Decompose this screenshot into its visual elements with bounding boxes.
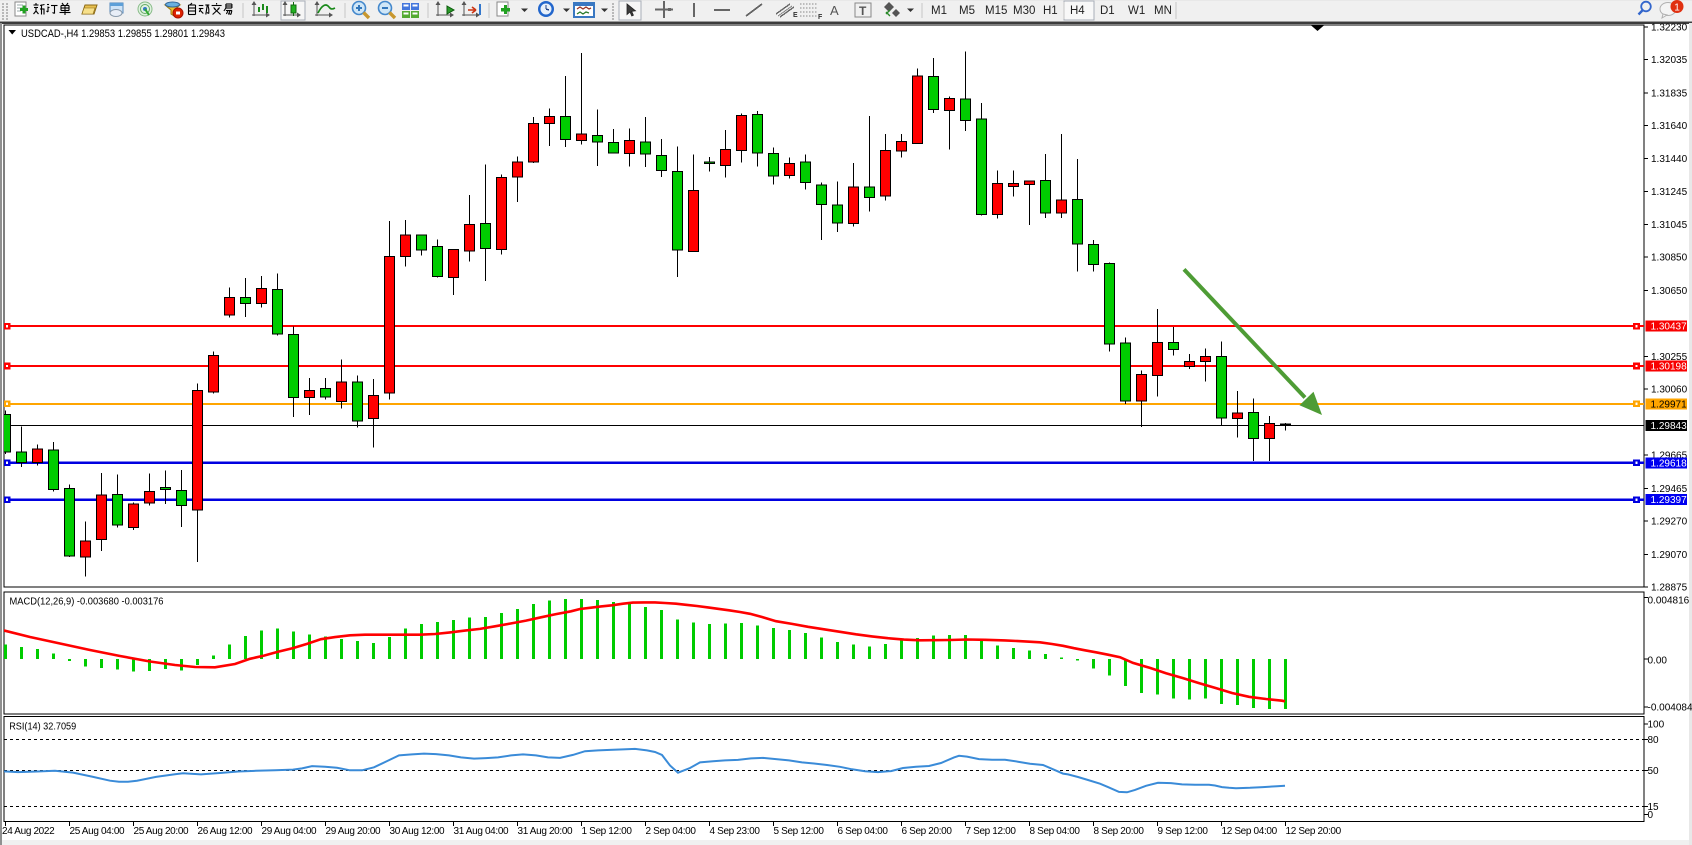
svg-text:1: 1 bbox=[1674, 3, 1680, 14]
svg-text:M1: M1 bbox=[931, 5, 947, 17]
svg-text:MACD(12,26,9) -0.003680 -0.003: MACD(12,26,9) -0.003680 -0.003176 bbox=[10, 597, 164, 608]
svg-text:H1: H1 bbox=[1043, 5, 1058, 17]
svg-text:7 Sep 12:00: 7 Sep 12:00 bbox=[966, 826, 1017, 837]
svg-text:80: 80 bbox=[1648, 735, 1660, 746]
svg-text:1.31045: 1.31045 bbox=[1651, 220, 1688, 231]
svg-text:25 Aug 04:00: 25 Aug 04:00 bbox=[70, 826, 126, 837]
svg-text:RSI(14) 32.7059: RSI(14) 32.7059 bbox=[9, 722, 76, 733]
svg-text:0: 0 bbox=[1648, 810, 1654, 821]
svg-text:1.29971: 1.29971 bbox=[1651, 399, 1688, 410]
svg-text:MN: MN bbox=[1154, 5, 1172, 17]
svg-text:6 Sep 04:00: 6 Sep 04:00 bbox=[838, 826, 889, 837]
svg-text:1.29070: 1.29070 bbox=[1651, 550, 1688, 561]
svg-text:1.30198: 1.30198 bbox=[1651, 362, 1688, 373]
svg-text:31 Aug 20:00: 31 Aug 20:00 bbox=[518, 826, 574, 837]
svg-text:-0.004084: -0.004084 bbox=[1648, 703, 1692, 714]
svg-text:H4: H4 bbox=[1070, 5, 1085, 17]
svg-text:D1: D1 bbox=[1100, 5, 1115, 17]
svg-text:M30: M30 bbox=[1013, 5, 1035, 17]
svg-text:29 Aug 04:00: 29 Aug 04:00 bbox=[262, 826, 318, 837]
svg-text:12 Sep 20:00: 12 Sep 20:00 bbox=[1286, 826, 1342, 837]
svg-text:1.30060: 1.30060 bbox=[1651, 385, 1688, 396]
svg-text:1.29465: 1.29465 bbox=[1651, 484, 1688, 495]
svg-text:8 Sep 20:00: 8 Sep 20:00 bbox=[1094, 826, 1145, 837]
svg-text:1.29270: 1.29270 bbox=[1651, 517, 1688, 528]
svg-text:1.29618: 1.29618 bbox=[1651, 458, 1688, 469]
svg-text:50: 50 bbox=[1648, 766, 1660, 777]
svg-text:W1: W1 bbox=[1128, 5, 1145, 17]
svg-text:1.30255: 1.30255 bbox=[1651, 352, 1688, 363]
svg-text:1.32230: 1.32230 bbox=[1651, 22, 1688, 33]
svg-text:T: T bbox=[859, 4, 867, 18]
svg-text:1.30650: 1.30650 bbox=[1651, 286, 1688, 297]
svg-text:9 Sep 12:00: 9 Sep 12:00 bbox=[1158, 826, 1209, 837]
svg-text:5 Sep 12:00: 5 Sep 12:00 bbox=[774, 826, 825, 837]
svg-text:1.29665: 1.29665 bbox=[1651, 451, 1688, 462]
svg-text:1.32035: 1.32035 bbox=[1651, 55, 1688, 66]
svg-text:F: F bbox=[818, 14, 823, 21]
svg-text:100: 100 bbox=[1648, 720, 1665, 731]
svg-text:12 Sep 04:00: 12 Sep 04:00 bbox=[1222, 826, 1278, 837]
svg-text:1.31640: 1.31640 bbox=[1651, 121, 1688, 132]
svg-text:4 Sep 23:00: 4 Sep 23:00 bbox=[710, 826, 761, 837]
svg-text:2 Sep 04:00: 2 Sep 04:00 bbox=[646, 826, 697, 837]
svg-text:15: 15 bbox=[1648, 802, 1660, 813]
svg-text:30 Aug 12:00: 30 Aug 12:00 bbox=[390, 826, 446, 837]
svg-text:29 Aug 20:00: 29 Aug 20:00 bbox=[326, 826, 382, 837]
svg-text:25 Aug 20:00: 25 Aug 20:00 bbox=[134, 826, 190, 837]
svg-text:USDCAD-,H4 1.29853 1.29855 1.: USDCAD-,H4 1.29853 1.29855 1.29801 1.298… bbox=[21, 28, 225, 40]
svg-text:1.31835: 1.31835 bbox=[1651, 88, 1688, 99]
svg-text:1.31440: 1.31440 bbox=[1651, 154, 1688, 165]
svg-text:1.28875: 1.28875 bbox=[1651, 582, 1688, 593]
svg-text:1.31245: 1.31245 bbox=[1651, 187, 1688, 198]
svg-text:M5: M5 bbox=[959, 5, 975, 17]
svg-text:1.29397: 1.29397 bbox=[1651, 495, 1688, 506]
svg-text:0.004816: 0.004816 bbox=[1648, 596, 1690, 607]
svg-text:1.30850: 1.30850 bbox=[1651, 253, 1688, 264]
svg-text:0.00: 0.00 bbox=[1648, 655, 1668, 666]
svg-text:E: E bbox=[793, 12, 798, 19]
svg-text:1 Sep 12:00: 1 Sep 12:00 bbox=[582, 826, 633, 837]
svg-text:31 Aug 04:00: 31 Aug 04:00 bbox=[454, 826, 510, 837]
svg-text:1.30437: 1.30437 bbox=[1651, 322, 1688, 333]
svg-text:A: A bbox=[830, 3, 839, 18]
svg-text:1.29843: 1.29843 bbox=[1651, 421, 1688, 432]
svg-text:26 Aug 12:00: 26 Aug 12:00 bbox=[198, 826, 254, 837]
svg-text:8 Sep 04:00: 8 Sep 04:00 bbox=[1030, 826, 1081, 837]
svg-text:M15: M15 bbox=[985, 5, 1007, 17]
svg-text:6 Sep 20:00: 6 Sep 20:00 bbox=[902, 826, 953, 837]
svg-text:24 Aug 2022: 24 Aug 2022 bbox=[2, 826, 55, 837]
